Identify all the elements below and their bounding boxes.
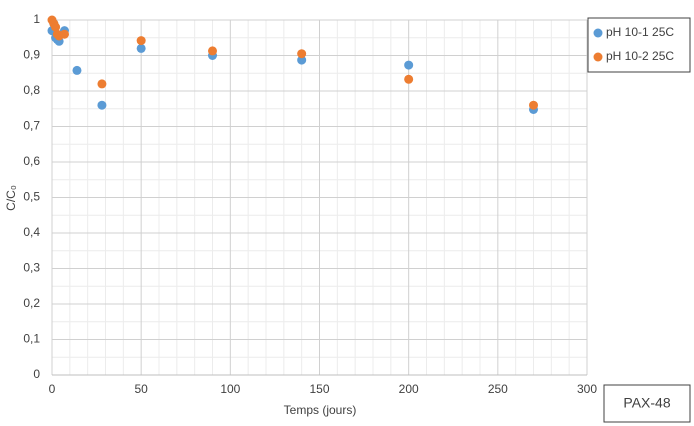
x-tick-label: 250 xyxy=(488,382,508,396)
y-axis-label: C/C₀ xyxy=(4,185,18,211)
point xyxy=(97,100,107,110)
y-tick-label: 0,5 xyxy=(23,190,40,204)
point xyxy=(404,60,414,70)
legend-label: pH 10-2 25C xyxy=(606,49,674,63)
point xyxy=(297,55,307,65)
annotation: PAX-48 xyxy=(623,395,670,411)
y-tick-label: 0,8 xyxy=(23,83,40,97)
point xyxy=(404,74,414,84)
y-tick-label: 0,6 xyxy=(23,154,40,168)
y-tick-label: 1 xyxy=(33,12,40,26)
point xyxy=(72,65,82,75)
y-tick-label: 0,4 xyxy=(23,225,40,239)
y-tick-label: 0,9 xyxy=(23,48,40,62)
annotation-box xyxy=(603,384,691,423)
x-axis-label: Temps (jours) xyxy=(284,403,357,417)
legend-label: pH 10-1 25C xyxy=(606,25,674,39)
point xyxy=(136,43,146,53)
y-tick-label: 0,3 xyxy=(23,261,40,275)
x-tick-label: 0 xyxy=(49,382,56,396)
x-tick-label: 150 xyxy=(309,382,329,396)
point xyxy=(529,100,538,110)
y-tick-label: 0,2 xyxy=(23,296,40,310)
x-tick-label: 300 xyxy=(577,382,597,396)
point xyxy=(208,46,217,56)
y-tick-label: 0,1 xyxy=(23,332,40,346)
point xyxy=(59,29,69,39)
point xyxy=(136,36,146,46)
legend-box xyxy=(587,17,691,73)
y-tick-label: 0 xyxy=(33,367,40,381)
legend-marker xyxy=(593,28,603,38)
point xyxy=(97,79,107,89)
point xyxy=(297,49,307,59)
y-tick-label: 0,7 xyxy=(23,119,40,133)
legend-marker xyxy=(593,52,603,62)
point xyxy=(51,22,61,32)
x-tick-label: 100 xyxy=(220,382,240,396)
x-tick-label: 50 xyxy=(134,382,148,396)
x-tick-label: 200 xyxy=(399,382,419,396)
